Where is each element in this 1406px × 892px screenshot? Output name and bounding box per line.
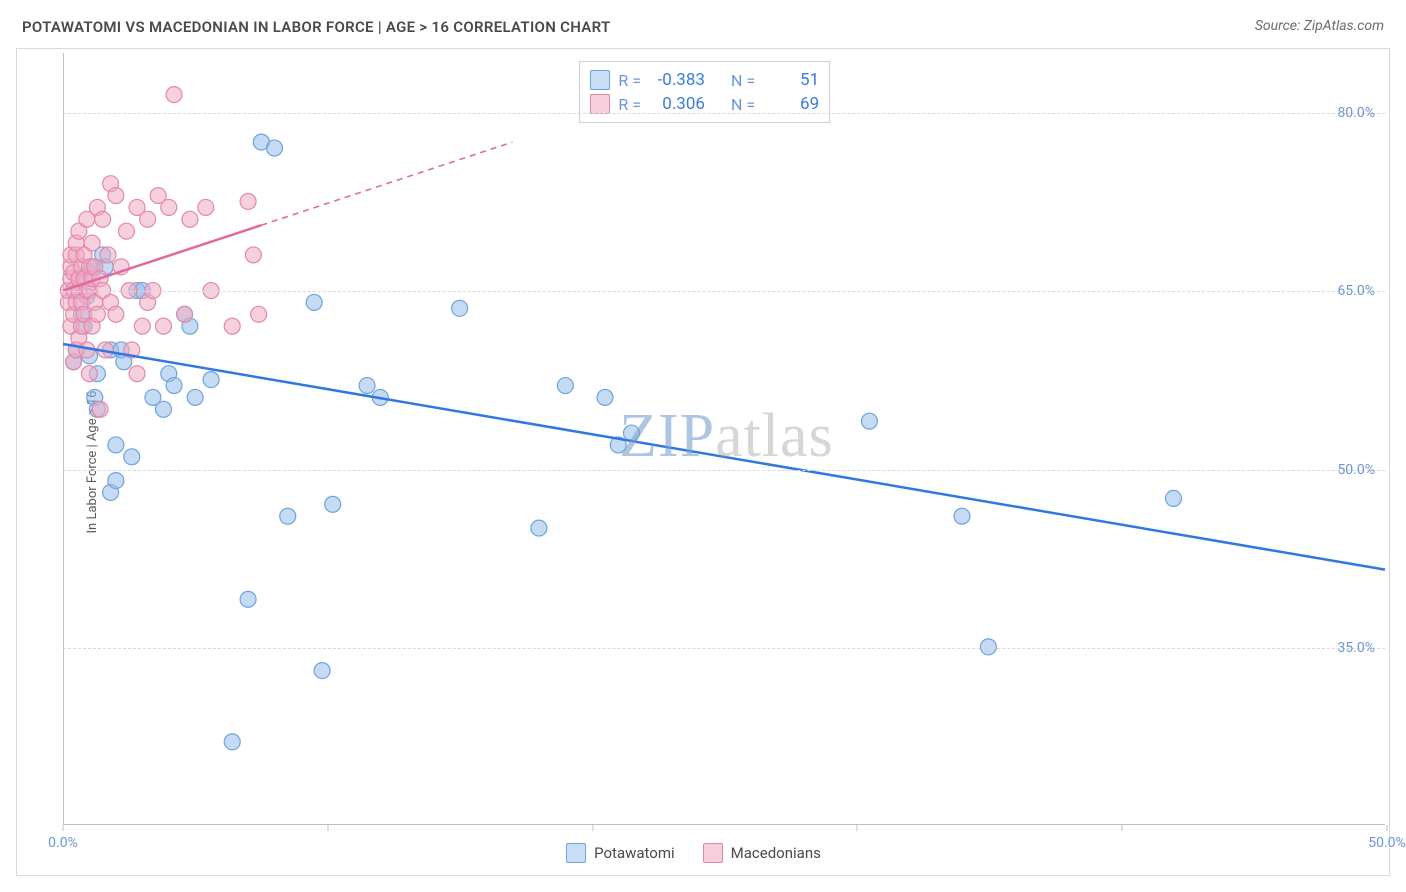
- scatter-point: [166, 87, 182, 103]
- r-label: R =: [618, 95, 641, 114]
- scatter-point: [623, 425, 639, 441]
- scatter-point: [359, 378, 375, 394]
- scatter-point: [108, 473, 124, 489]
- scatter-point: [1165, 490, 1181, 506]
- scatter-point: [95, 211, 111, 227]
- scatter-point: [531, 520, 547, 536]
- scatter-point: [84, 235, 100, 251]
- x-tick-mark: [592, 825, 593, 831]
- x-tick-mark: [327, 825, 328, 831]
- scatter-point: [224, 734, 240, 750]
- plot-svg: [63, 53, 1385, 825]
- y-tick-label: 35.0%: [1337, 640, 1375, 656]
- plot-area: ZIPatlas R = -0.383 N = 51 R = 0.306 N =…: [63, 53, 1385, 825]
- scatter-point: [155, 401, 171, 417]
- trend-line: [261, 142, 512, 225]
- scatter-point: [314, 663, 330, 679]
- x-tick-label: 50.0%: [1368, 835, 1406, 851]
- scatter-point: [89, 306, 105, 322]
- scatter-point: [557, 378, 573, 394]
- scatter-point: [124, 449, 140, 465]
- stats-row-potawatomi: R = -0.383 N = 51: [590, 68, 819, 92]
- y-tick-label: 65.0%: [1337, 283, 1375, 299]
- legend-label-potawatomi: Potawatomi: [594, 844, 675, 862]
- scatter-point: [134, 318, 150, 334]
- n-label: N =: [731, 71, 755, 90]
- scatter-point: [203, 372, 219, 388]
- gridline: [63, 648, 1385, 649]
- series-legend: Potawatomi Macedonians: [566, 843, 821, 863]
- r-value-macedonians: 0.306: [649, 94, 705, 114]
- scatter-point: [267, 140, 283, 156]
- scatter-point: [224, 318, 240, 334]
- y-tick-label: 80.0%: [1337, 105, 1375, 121]
- scatter-point: [81, 366, 97, 382]
- gridline: [63, 113, 1385, 114]
- swatch-potawatomi: [590, 70, 610, 90]
- legend-item-potawatomi: Potawatomi: [566, 843, 675, 863]
- x-tick-mark: [1387, 825, 1388, 831]
- scatter-point: [240, 591, 256, 607]
- y-tick-label: 50.0%: [1337, 462, 1375, 478]
- scatter-point: [92, 401, 108, 417]
- n-value-potawatomi: 51: [763, 70, 819, 90]
- scatter-point: [306, 294, 322, 310]
- scatter-point: [118, 223, 134, 239]
- gridline: [63, 470, 1385, 471]
- x-tick-mark: [1122, 825, 1123, 831]
- swatch-macedonians: [590, 94, 610, 114]
- x-tick-mark: [857, 825, 858, 831]
- scatter-point: [166, 378, 182, 394]
- scatter-point: [325, 496, 341, 512]
- scatter-point: [245, 247, 261, 263]
- scatter-point: [161, 199, 177, 215]
- scatter-point: [100, 247, 116, 263]
- scatter-point: [177, 306, 193, 322]
- scatter-point: [108, 188, 124, 204]
- chart-frame: In Labor Force | Age > 16 ZIPatlas R = -…: [16, 48, 1390, 876]
- scatter-point: [280, 508, 296, 524]
- scatter-point: [140, 211, 156, 227]
- scatter-point: [597, 389, 613, 405]
- scatter-point: [861, 413, 877, 429]
- scatter-point: [240, 193, 256, 209]
- r-label: R =: [618, 71, 641, 90]
- swatch-macedonians: [703, 843, 723, 863]
- scatter-point: [187, 389, 203, 405]
- gridline: [63, 291, 1385, 292]
- scatter-point: [182, 211, 198, 227]
- scatter-point: [108, 437, 124, 453]
- scatter-point: [198, 199, 214, 215]
- scatter-point: [980, 639, 996, 655]
- scatter-point: [155, 318, 171, 334]
- legend-item-macedonians: Macedonians: [703, 843, 821, 863]
- legend-label-macedonians: Macedonians: [731, 844, 821, 862]
- scatter-point: [452, 300, 468, 316]
- scatter-point: [129, 366, 145, 382]
- stats-legend: R = -0.383 N = 51 R = 0.306 N = 69: [579, 61, 830, 123]
- x-tick-mark: [63, 825, 64, 831]
- scatter-point: [954, 508, 970, 524]
- chart-source: Source: ZipAtlas.com: [1255, 18, 1384, 36]
- r-value-potawatomi: -0.383: [649, 70, 705, 90]
- swatch-potawatomi: [566, 843, 586, 863]
- x-tick-label: 0.0%: [48, 835, 78, 851]
- trend-line: [63, 344, 1385, 570]
- n-value-macedonians: 69: [763, 94, 819, 114]
- scatter-point: [108, 306, 124, 322]
- n-label: N =: [731, 95, 755, 114]
- chart-title: POTAWATOMI VS MACEDONIAN IN LABOR FORCE …: [22, 18, 611, 36]
- scatter-point: [251, 306, 267, 322]
